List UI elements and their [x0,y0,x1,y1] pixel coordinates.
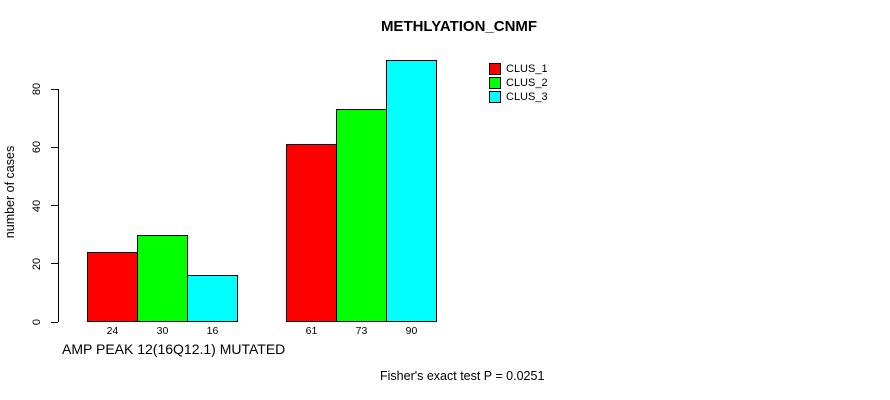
bar-value-label: 24 [106,325,119,337]
legend-item: CLUS_2 [489,76,548,90]
y-tick-label: 20 [31,257,43,270]
bar-value-label: 61 [305,325,318,337]
y-tick-label: 80 [31,82,43,96]
x-axis-label: AMP PEAK 12(16Q12.1) MUTATED [62,341,286,357]
y-axis-line [58,89,59,322]
bar-value-label: 16 [206,325,219,337]
y-tick-mark [51,263,58,265]
footnote: Fisher's exact test P = 0.0251 [380,369,545,383]
legend-item: CLUS_1 [489,62,548,76]
y-tick-label: 0 [31,318,43,326]
y-tick-mark [51,88,58,90]
bar [336,109,387,322]
bar [286,144,337,322]
bar-value-label: 90 [405,325,418,337]
y-tick-label: 40 [31,199,43,212]
legend-label: CLUS_3 [506,91,548,103]
legend-color-swatch [489,63,501,75]
y-tick-mark [51,321,58,323]
chart-title: METHLYATION_CNMF [380,18,538,35]
y-tick-mark [51,146,58,148]
legend-color-swatch [489,91,501,103]
y-axis-title: number of cases [3,145,17,239]
bar-value-label: 30 [156,325,169,337]
bar-value-label: 73 [355,325,368,337]
legend-label: CLUS_1 [506,63,548,75]
bar [187,275,238,322]
y-tick-label: 60 [31,141,43,154]
legend-label: CLUS_2 [506,77,548,89]
legend-color-swatch [489,77,501,89]
legend: CLUS_1 CLUS_2 CLUS_3 [489,62,548,104]
legend-item: CLUS_3 [489,90,548,104]
y-tick-mark [51,205,58,206]
bar [137,234,188,322]
bar [386,59,437,322]
bar [87,252,138,322]
